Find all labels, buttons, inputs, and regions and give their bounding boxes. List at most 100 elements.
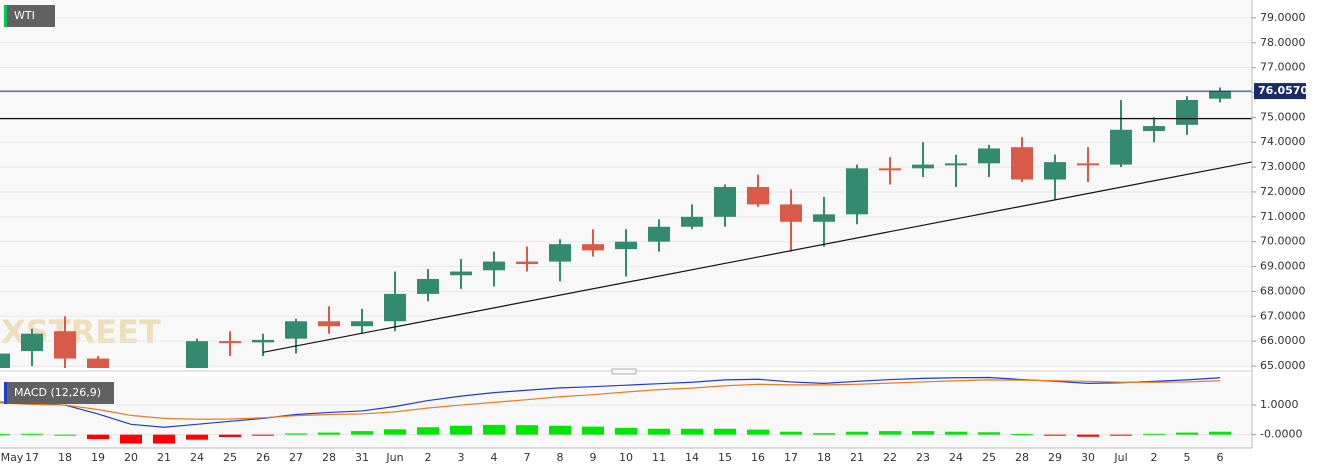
x-tick-label: 9 xyxy=(590,451,597,464)
candle-body xyxy=(516,261,538,265)
x-tick-label: 21 xyxy=(157,451,171,464)
candle-body xyxy=(384,293,406,322)
candle-body xyxy=(549,244,571,262)
macd-histogram-bar xyxy=(516,425,538,435)
macd-histogram-bar xyxy=(450,425,472,435)
candle-body xyxy=(87,358,109,368)
x-tick-label: 18 xyxy=(58,451,72,464)
x-tick-label: 24 xyxy=(190,451,204,464)
candle-body xyxy=(186,341,208,368)
macd-histogram-bar xyxy=(1011,434,1033,436)
title-box xyxy=(4,5,55,27)
macd-histogram-bar xyxy=(582,426,604,435)
macd-histogram-bar xyxy=(384,429,406,435)
macd-title-stripe xyxy=(4,382,7,404)
title-stripe xyxy=(4,5,7,27)
candle-body xyxy=(1143,126,1165,132)
x-tick-label: 16 xyxy=(751,451,765,464)
x-tick-label: 7 xyxy=(524,451,531,464)
macd-histogram-bar xyxy=(0,434,10,436)
x-tick-label: 5 xyxy=(1184,451,1191,464)
y-tick-label: 1.0000 xyxy=(1260,398,1299,411)
chart-title: WTI xyxy=(14,9,35,22)
candle-body xyxy=(252,339,274,343)
macd-histogram-bar xyxy=(1077,434,1099,437)
macd-histogram-bar xyxy=(747,429,769,435)
macd-histogram-bar xyxy=(21,433,43,435)
y-tick-label: 68.0000 xyxy=(1260,284,1306,297)
x-tick-label: 17 xyxy=(25,451,39,464)
x-tick-label: 18 xyxy=(817,451,831,464)
candle-body xyxy=(21,333,43,352)
macd-histogram-bar xyxy=(120,434,142,444)
y-tick-label: 70.0000 xyxy=(1260,235,1306,248)
candle-body xyxy=(1209,91,1231,99)
x-tick-label: May xyxy=(1,451,24,464)
macd-histogram-bar xyxy=(1143,433,1165,435)
macd-histogram-bar xyxy=(186,434,208,440)
candle-body xyxy=(615,241,637,250)
macd-histogram-bar xyxy=(483,424,505,435)
y-tick-label: 78.0000 xyxy=(1260,36,1306,49)
price-panel xyxy=(0,0,1252,368)
candle-body xyxy=(285,321,307,339)
x-tick-label: 15 xyxy=(718,451,732,464)
candle-body xyxy=(483,261,505,271)
candle-body xyxy=(1011,147,1033,180)
macd-histogram-bar xyxy=(252,434,274,436)
macd-histogram-bar xyxy=(648,428,670,435)
y-tick-label: 71.0000 xyxy=(1260,210,1306,223)
macd-histogram-bar xyxy=(549,425,571,435)
x-tick-label: 23 xyxy=(916,451,930,464)
x-tick-label: 14 xyxy=(685,451,699,464)
macd-histogram-bar xyxy=(54,434,76,436)
macd-histogram-bar xyxy=(879,431,901,435)
y-tick-label: 67.0000 xyxy=(1260,309,1306,322)
macd-histogram-bar xyxy=(219,434,241,438)
x-tick-label: 30 xyxy=(1081,451,1095,464)
x-tick-label: 3 xyxy=(458,451,465,464)
macd-histogram-bar xyxy=(87,434,109,440)
x-tick-label: 21 xyxy=(850,451,864,464)
candle-body xyxy=(318,321,340,327)
macd-histogram-bar xyxy=(417,427,439,435)
x-tick-label: 31 xyxy=(355,451,369,464)
x-tick-label: 28 xyxy=(322,451,336,464)
panel-handle[interactable] xyxy=(611,368,637,375)
candle-body xyxy=(1176,99,1198,125)
x-tick-label: Jun xyxy=(385,451,403,464)
y-tick-label: 77.0000 xyxy=(1260,61,1306,74)
macd-histogram-bar xyxy=(153,434,175,444)
x-tick-label: 28 xyxy=(1015,451,1029,464)
last-price-box xyxy=(1254,83,1306,100)
candle-body xyxy=(813,214,835,222)
candle-body xyxy=(54,331,76,359)
y-tick-label: 65.0000 xyxy=(1260,359,1306,372)
x-tick-label: Jul xyxy=(1113,451,1127,464)
candle-body xyxy=(582,244,604,251)
candle-body xyxy=(912,164,934,169)
candle-body xyxy=(780,204,802,222)
y-tick-label: 74.0000 xyxy=(1260,135,1306,148)
x-tick-label: 11 xyxy=(652,451,666,464)
macd-line xyxy=(0,376,1221,428)
macd-histogram-bar xyxy=(813,433,835,435)
x-tick-label: 20 xyxy=(124,451,138,464)
macd-histogram-bar xyxy=(912,431,934,435)
candle-body xyxy=(1077,163,1099,166)
candle-body xyxy=(1110,129,1132,165)
macd-histogram-bar xyxy=(615,427,637,435)
candle-body xyxy=(879,168,901,171)
trendline xyxy=(262,161,1252,353)
candle-body xyxy=(351,321,373,327)
macd-histogram-bar xyxy=(978,432,1000,435)
macd-title: MACD (12,26,9) xyxy=(14,386,101,399)
macd-histogram-bar xyxy=(351,431,373,435)
candle-body xyxy=(417,278,439,294)
x-tick-label: 19 xyxy=(91,451,105,464)
x-tick-label: 8 xyxy=(557,451,564,464)
y-tick-label: 72.0000 xyxy=(1260,185,1306,198)
y-tick-label: 66.0000 xyxy=(1260,334,1306,347)
candle-body xyxy=(846,168,868,215)
